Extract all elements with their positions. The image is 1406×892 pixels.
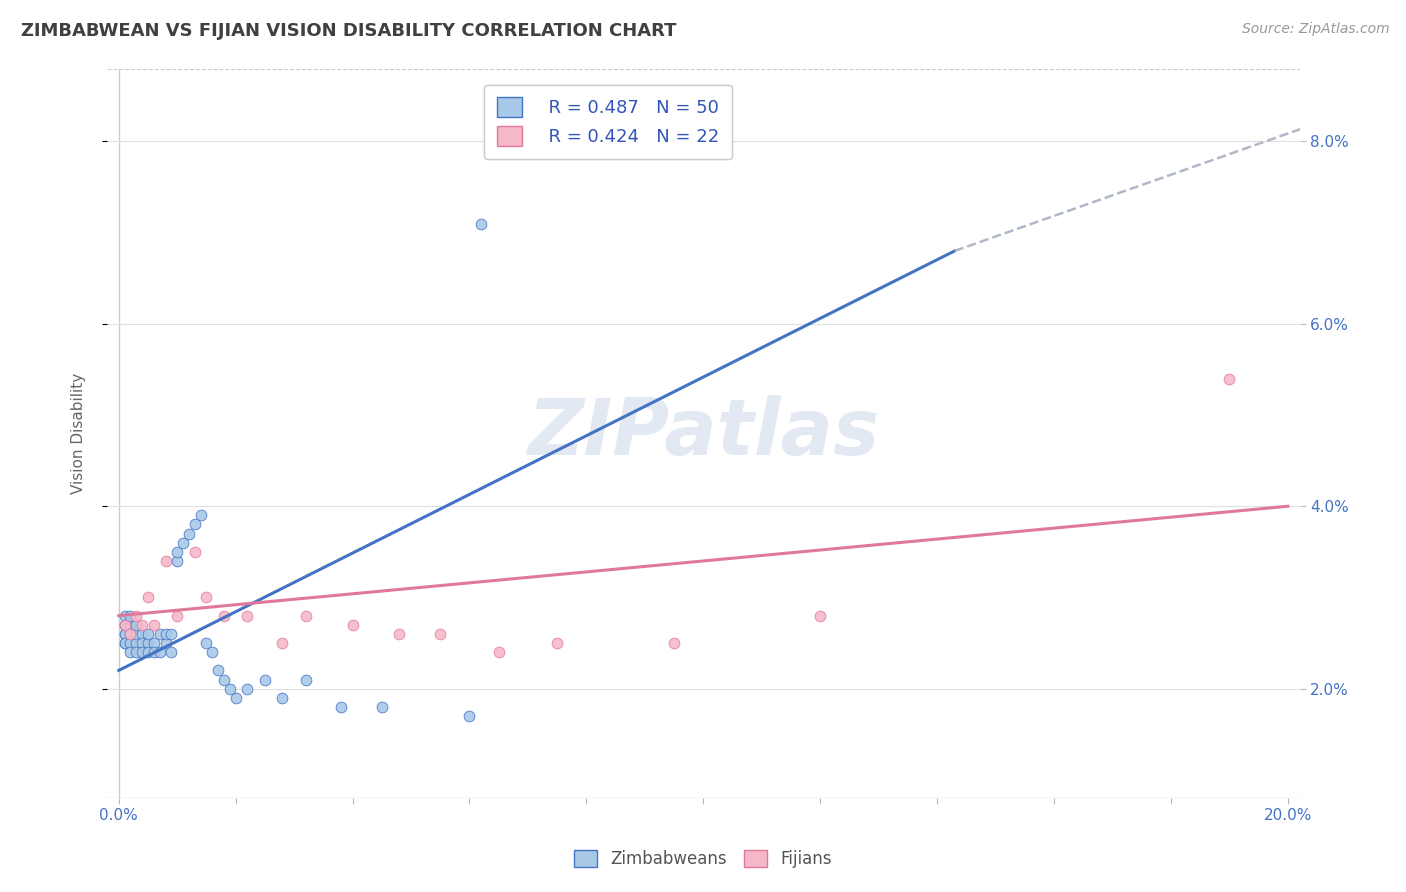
Point bbox=[218, 681, 240, 696]
Point bbox=[136, 627, 159, 641]
Point bbox=[458, 709, 481, 723]
Point bbox=[142, 636, 165, 650]
Point bbox=[142, 645, 165, 659]
Point bbox=[120, 627, 142, 641]
Point bbox=[271, 690, 294, 705]
Point bbox=[207, 664, 229, 678]
Point bbox=[114, 617, 136, 632]
Point bbox=[160, 645, 183, 659]
Point bbox=[131, 636, 153, 650]
Point bbox=[371, 699, 394, 714]
Point bbox=[808, 608, 831, 623]
Legend:   R = 0.487   N = 50,   R = 0.424   N = 22: R = 0.487 N = 50, R = 0.424 N = 22 bbox=[484, 85, 731, 159]
Point bbox=[125, 636, 148, 650]
Point bbox=[155, 554, 177, 568]
Point bbox=[212, 673, 235, 687]
Point bbox=[114, 608, 136, 623]
Point bbox=[136, 645, 159, 659]
Point bbox=[212, 608, 235, 623]
Point bbox=[295, 673, 318, 687]
Text: ZIPatlas: ZIPatlas bbox=[527, 395, 879, 471]
Point bbox=[546, 636, 568, 650]
Point bbox=[470, 217, 492, 231]
Point bbox=[136, 591, 159, 605]
Point bbox=[120, 645, 142, 659]
Point bbox=[125, 645, 148, 659]
Point bbox=[388, 627, 411, 641]
Point bbox=[131, 627, 153, 641]
Point bbox=[114, 617, 136, 632]
Point bbox=[149, 627, 172, 641]
Point bbox=[253, 673, 276, 687]
Point bbox=[160, 627, 183, 641]
Point bbox=[195, 591, 218, 605]
Point bbox=[114, 636, 136, 650]
Point bbox=[125, 617, 148, 632]
Point bbox=[125, 627, 148, 641]
Point bbox=[142, 617, 165, 632]
Point bbox=[295, 608, 318, 623]
Point bbox=[236, 681, 259, 696]
Point bbox=[184, 545, 207, 559]
Point bbox=[190, 508, 212, 523]
Point bbox=[166, 554, 188, 568]
Text: ZIMBABWEAN VS FIJIAN VISION DISABILITY CORRELATION CHART: ZIMBABWEAN VS FIJIAN VISION DISABILITY C… bbox=[21, 22, 676, 40]
Y-axis label: Vision Disability: Vision Disability bbox=[72, 373, 86, 494]
Point bbox=[120, 636, 142, 650]
Legend: Zimbabweans, Fijians: Zimbabweans, Fijians bbox=[567, 843, 839, 875]
Point bbox=[155, 627, 177, 641]
Point bbox=[201, 645, 224, 659]
Point bbox=[236, 608, 259, 623]
Point bbox=[120, 627, 142, 641]
Point bbox=[662, 636, 685, 650]
Point bbox=[149, 645, 172, 659]
Point bbox=[114, 636, 136, 650]
Point bbox=[271, 636, 294, 650]
Point bbox=[172, 535, 194, 549]
Point bbox=[225, 690, 247, 705]
Point bbox=[114, 627, 136, 641]
Point bbox=[177, 526, 200, 541]
Point bbox=[1218, 371, 1240, 385]
Point bbox=[488, 645, 510, 659]
Point bbox=[114, 617, 136, 632]
Point bbox=[114, 627, 136, 641]
Point bbox=[195, 636, 218, 650]
Point bbox=[166, 545, 188, 559]
Point bbox=[155, 636, 177, 650]
Point bbox=[342, 617, 364, 632]
Text: Source: ZipAtlas.com: Source: ZipAtlas.com bbox=[1241, 22, 1389, 37]
Point bbox=[329, 699, 352, 714]
Point bbox=[120, 608, 142, 623]
Point bbox=[166, 608, 188, 623]
Point bbox=[125, 608, 148, 623]
Point bbox=[429, 627, 451, 641]
Point bbox=[131, 645, 153, 659]
Point bbox=[184, 517, 207, 532]
Point bbox=[120, 617, 142, 632]
Point bbox=[136, 636, 159, 650]
Point bbox=[131, 617, 153, 632]
